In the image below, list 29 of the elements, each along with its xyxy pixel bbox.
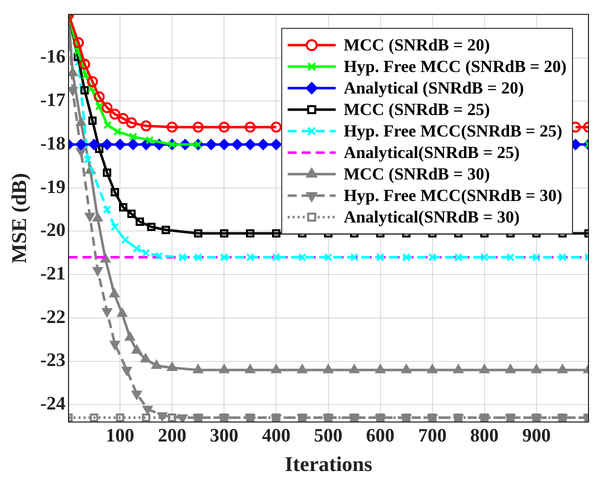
legend-label: Analytical (SNRdB = 20) xyxy=(344,78,524,98)
y-tick-label: -20 xyxy=(40,220,66,242)
y-tick-label: -23 xyxy=(40,350,66,372)
x-tick-label: 600 xyxy=(366,425,395,446)
y-tick-label: -17 xyxy=(40,90,66,112)
y-tick-label: -22 xyxy=(40,306,66,328)
y-tick-label: -19 xyxy=(40,176,66,198)
legend-label: MCC (SNRdB = 25) xyxy=(344,100,490,120)
legend-label: MCC (SNRdB = 20) xyxy=(344,36,490,55)
x-tick-label: 500 xyxy=(314,425,343,446)
legend-label: Analytical(SNRdB = 30) xyxy=(344,208,520,227)
y-tick-label: -18 xyxy=(40,133,66,154)
legend-label: Hyp. Free MCC(SNRdB = 25) xyxy=(344,122,562,141)
x-axis-title: Iterations xyxy=(284,452,372,476)
y-tick-label: -21 xyxy=(40,263,66,284)
legend-label: Analytical(SNRdB = 25) xyxy=(344,143,520,162)
x-tick-label: 100 xyxy=(106,425,134,446)
legend-label: MCC (SNRdB = 30) xyxy=(344,164,490,184)
y-tick-label: -24 xyxy=(40,394,66,415)
y-axis-title: MSE (dB) xyxy=(7,172,32,264)
x-tick-label: 400 xyxy=(262,425,290,446)
legend-label: Hyp. Free MCC(SNRdB = 30) xyxy=(344,186,562,206)
x-tick-label: 300 xyxy=(210,425,238,446)
x-tick-label: 700 xyxy=(418,425,447,446)
x-tick-label: 800 xyxy=(470,425,499,446)
x-tick-label: 900 xyxy=(522,425,551,446)
y-tick-label: -16 xyxy=(40,46,66,68)
x-tick-label: 200 xyxy=(158,425,186,446)
legend-label: Hyp. Free MCC (SNRdB = 20) xyxy=(344,57,567,76)
